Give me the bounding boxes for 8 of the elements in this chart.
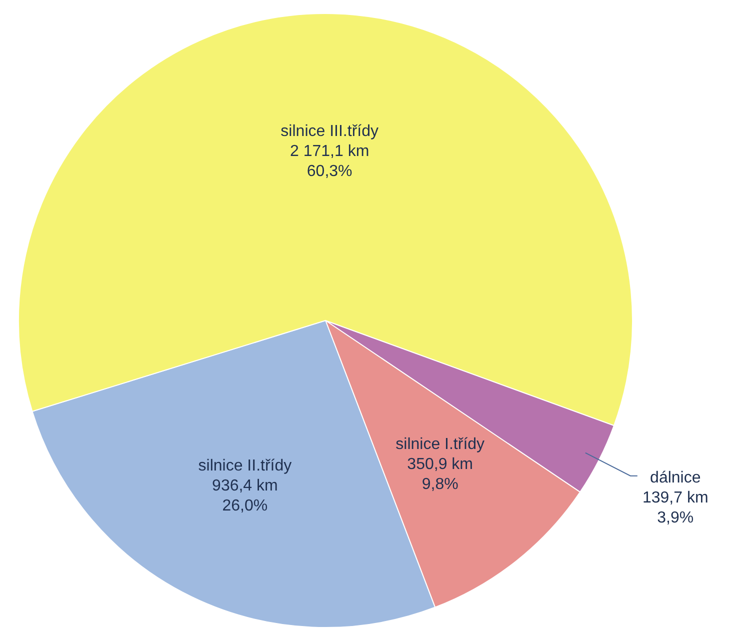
- data-label: 350,9 km 9,8%: [407, 456, 473, 494]
- slice-label: dálnice: [650, 469, 701, 486]
- slice-label: silnice III.třídy: [280, 123, 378, 140]
- data-label: 139,7 km 3,9%: [642, 489, 708, 526]
- data-label: 936,4 km 26,0%: [212, 478, 278, 515]
- data-label: 2 171,1 km 60,3%: [290, 143, 370, 180]
- slice-label: silnice II.třídy: [198, 458, 292, 475]
- slice-label: silnice I.třídy: [396, 436, 485, 454]
